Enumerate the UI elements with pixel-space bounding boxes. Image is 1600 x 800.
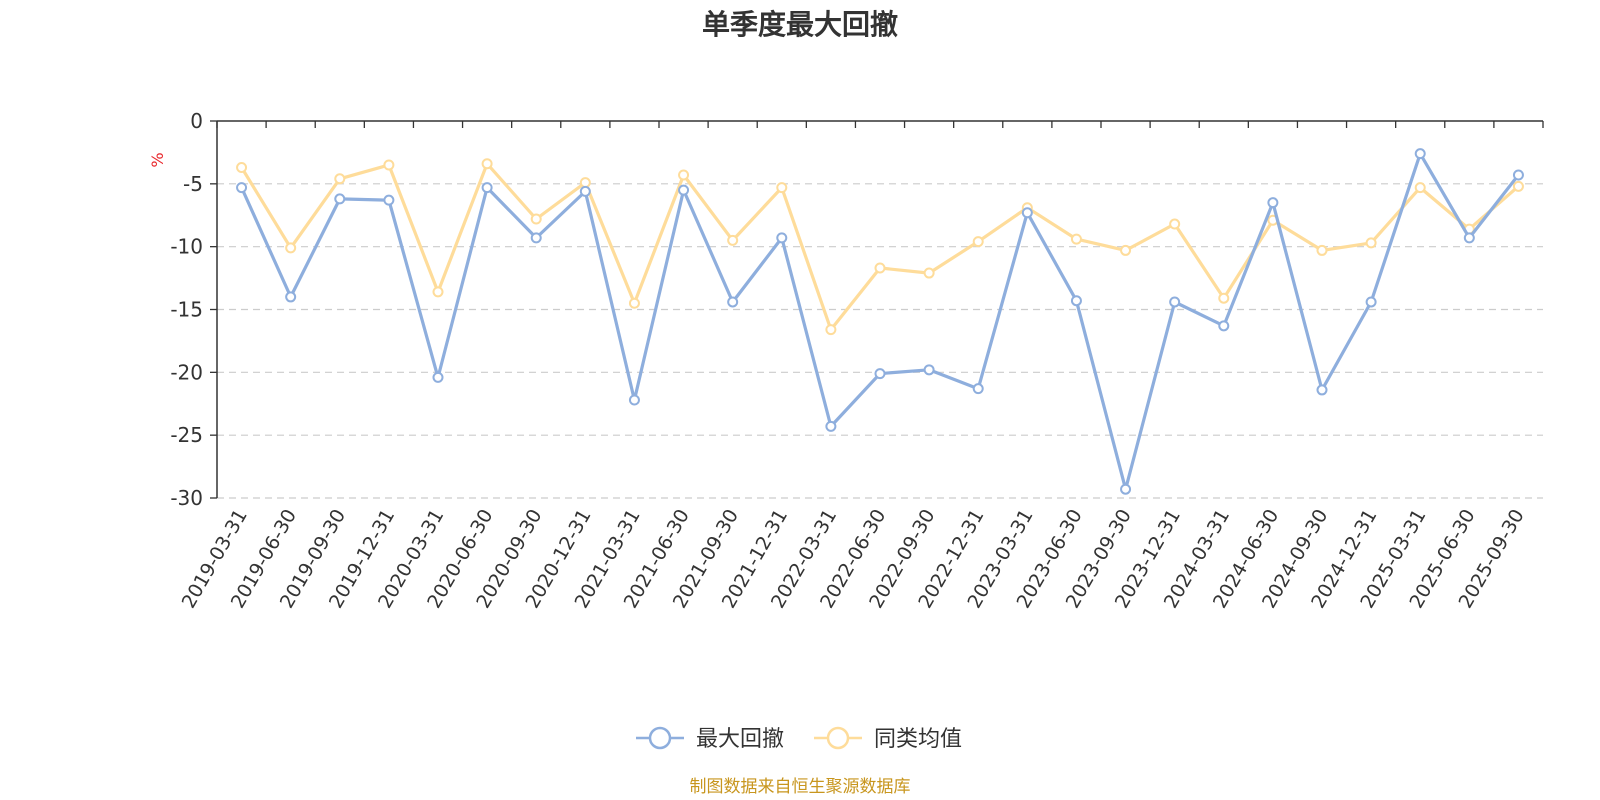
data-point-peer-average <box>825 324 837 336</box>
legend-item-drawdown[interactable]: 最大回撤 <box>636 726 784 752</box>
data-point-peer-average <box>776 182 788 194</box>
data-point-peer-average <box>1316 244 1328 256</box>
data-point-drawdown <box>923 364 935 376</box>
data-point-drawdown <box>1120 483 1132 495</box>
data-point-drawdown <box>530 232 542 244</box>
data-point-peer-average <box>481 158 493 170</box>
y-tick-label: -25 <box>170 423 203 447</box>
data-point-peer-average <box>334 173 346 185</box>
y-tick-label: 0 <box>190 109 203 133</box>
data-point-peer-average <box>923 267 935 279</box>
legend-label-peer-average: 同类均值 <box>874 727 962 752</box>
data-point-drawdown <box>727 296 739 308</box>
data-point-peer-average <box>432 286 444 298</box>
chart-title: 单季度最大回撤 <box>702 8 898 41</box>
data-point-drawdown <box>432 371 444 383</box>
data-point-drawdown <box>874 368 886 380</box>
data-point-peer-average <box>1169 218 1181 230</box>
data-point-drawdown <box>481 182 493 194</box>
y-tick-label: -15 <box>170 298 203 322</box>
data-point-peer-average <box>678 169 690 181</box>
legend[interactable]: 最大回撤 同类均值 <box>636 726 962 752</box>
data-point-drawdown <box>383 194 395 206</box>
data-point-peer-average <box>1218 292 1230 304</box>
data-point-drawdown <box>678 184 690 196</box>
data-point-peer-average <box>1070 233 1082 245</box>
data-point-peer-average <box>1120 244 1132 256</box>
data-point-drawdown <box>1414 148 1426 160</box>
legend-marker-peer-average <box>826 726 850 750</box>
data-point-drawdown <box>285 291 297 303</box>
data-point-peer-average <box>874 262 886 274</box>
data-point-peer-average <box>1512 180 1524 192</box>
legend-marker-drawdown <box>648 726 672 750</box>
data-point-peer-average <box>972 236 984 248</box>
source-note: 制图数据来自恒生聚源数据库 <box>690 777 911 797</box>
data-point-drawdown <box>579 185 591 197</box>
y-tick-label: -5 <box>183 172 203 196</box>
data-point-peer-average <box>1365 237 1377 249</box>
data-point-drawdown <box>334 193 346 205</box>
data-point-peer-average <box>383 159 395 171</box>
y-tick-label: -10 <box>170 235 203 259</box>
data-point-drawdown <box>1267 197 1279 209</box>
data-point-drawdown <box>825 420 837 432</box>
y-tick-label: -30 <box>170 486 203 510</box>
data-point-drawdown <box>628 394 640 406</box>
data-point-drawdown <box>776 232 788 244</box>
data-point-drawdown <box>1169 296 1181 308</box>
data-point-peer-average <box>236 161 248 173</box>
data-point-drawdown <box>1316 384 1328 396</box>
data-point-drawdown <box>236 182 248 194</box>
y-tick-label: -20 <box>170 360 203 384</box>
y-axis-unit: % <box>148 152 167 167</box>
data-point-peer-average <box>285 242 297 254</box>
legend-label-drawdown: 最大回撤 <box>696 727 784 752</box>
series-line-drawdown <box>240 152 1520 491</box>
data-point-drawdown <box>1512 169 1524 181</box>
data-point-peer-average <box>727 234 739 246</box>
data-point-peer-average <box>1414 182 1426 194</box>
data-point-drawdown <box>1218 320 1230 332</box>
data-point-drawdown <box>1365 296 1377 308</box>
data-point-peer-average <box>628 297 640 309</box>
data-point-drawdown <box>1070 295 1082 307</box>
data-point-drawdown <box>1021 207 1033 219</box>
data-point-peer-average <box>579 177 591 189</box>
data-point-drawdown <box>1463 232 1475 244</box>
legend-item-peer-average[interactable]: 同类均值 <box>814 726 962 752</box>
data-point-peer-average <box>530 213 542 225</box>
data-point-drawdown <box>972 383 984 395</box>
series-lines <box>236 148 1524 495</box>
